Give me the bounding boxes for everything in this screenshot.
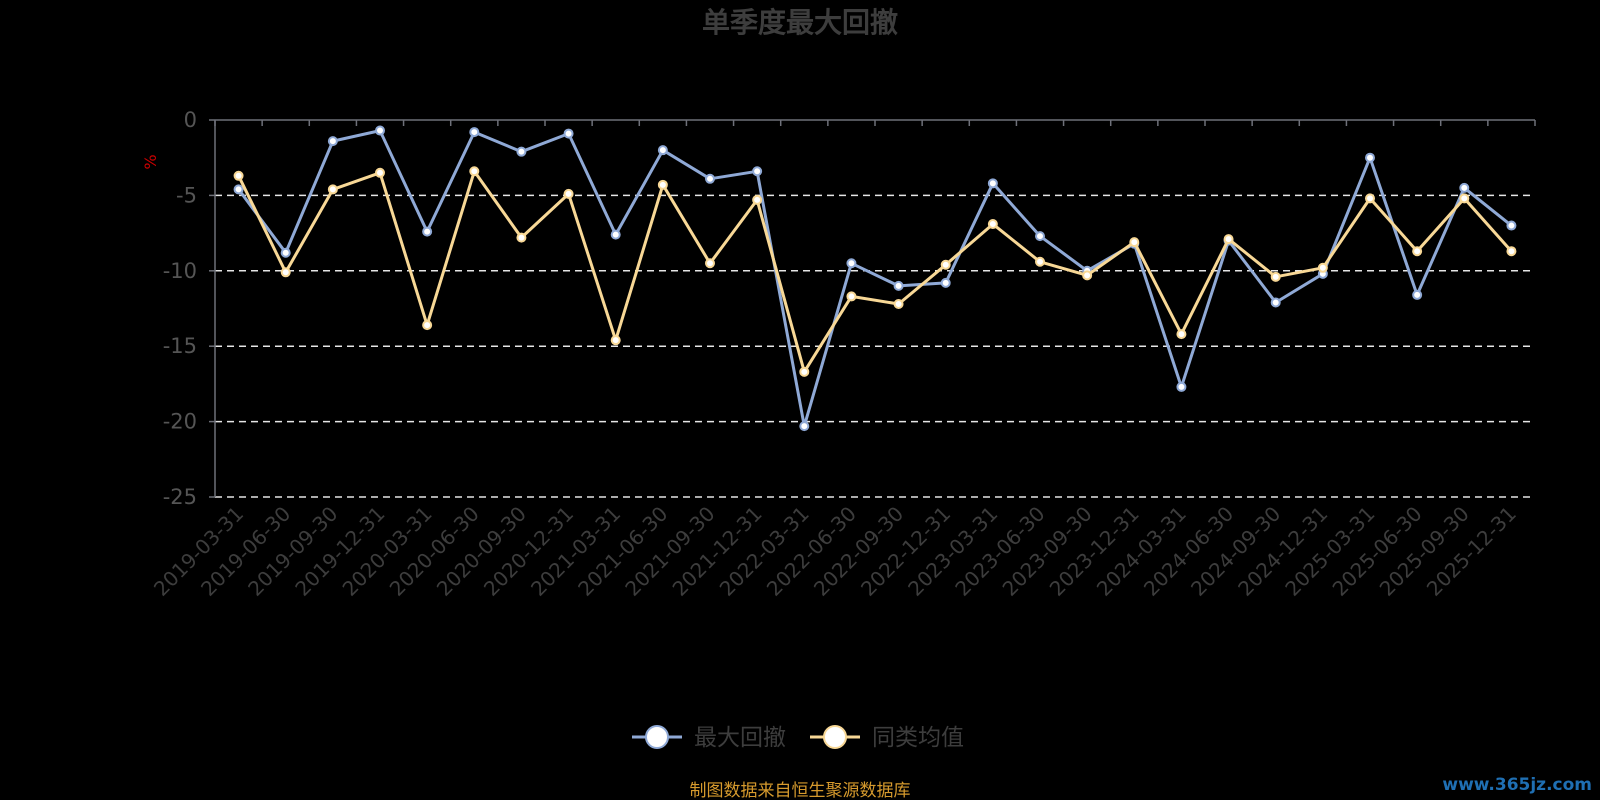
data-point[interactable] — [1506, 246, 1517, 257]
data-point[interactable] — [987, 178, 998, 189]
legend-label: 最大回撤 — [694, 725, 786, 751]
data-point[interactable] — [1365, 152, 1375, 163]
data-point[interactable] — [1412, 246, 1423, 257]
watermark: www.365jz.com — [1442, 775, 1592, 795]
y-tick-label: -20 — [163, 410, 197, 434]
y-tick-label: -15 — [163, 334, 197, 358]
legend[interactable]: 最大回撤 同类均值 — [632, 725, 964, 751]
series-1 — [233, 125, 1517, 432]
data-point[interactable] — [469, 127, 480, 138]
data-point[interactable] — [233, 184, 244, 195]
grid-lines — [215, 194, 1535, 498]
data-point[interactable] — [1176, 329, 1187, 340]
y-axis-unit-label: % — [141, 154, 160, 169]
y-tick-label: -5 — [176, 183, 197, 207]
x-tick-labels: 2019-03-312019-06-302019-09-302019-12-31… — [149, 502, 1521, 601]
data-point[interactable] — [1412, 289, 1423, 300]
data-point[interactable] — [799, 421, 810, 432]
data-point[interactable] — [799, 366, 810, 377]
data-point[interactable] — [893, 298, 904, 309]
data-point[interactable] — [610, 335, 621, 346]
data-point[interactable] — [563, 188, 574, 199]
data-point[interactable] — [1506, 220, 1517, 231]
data-point[interactable] — [1459, 193, 1470, 204]
data-point[interactable] — [375, 167, 385, 178]
data-point[interactable] — [657, 145, 668, 156]
data-point[interactable] — [657, 179, 668, 190]
data-point[interactable] — [233, 170, 244, 181]
data-point[interactable] — [280, 267, 291, 278]
y-tick-label: 0 — [184, 108, 197, 132]
data-point[interactable] — [1176, 381, 1187, 392]
legend-item[interactable]: 最大回撤 — [632, 725, 786, 751]
data-point[interactable] — [846, 258, 857, 269]
data-point[interactable] — [1270, 297, 1281, 308]
data-point[interactable] — [469, 166, 480, 177]
data-point[interactable] — [516, 146, 527, 157]
data-point[interactable] — [1082, 270, 1093, 281]
data-point[interactable] — [1270, 271, 1281, 282]
data-point[interactable] — [987, 219, 998, 230]
data-point[interactable] — [893, 280, 904, 291]
axes — [209, 119, 1536, 498]
data-point[interactable] — [846, 291, 857, 302]
data-point[interactable] — [422, 226, 433, 237]
data-point[interactable] — [610, 229, 621, 240]
data-point[interactable] — [1035, 231, 1045, 242]
data-point[interactable] — [1459, 182, 1470, 193]
data-point[interactable] — [327, 184, 338, 195]
data-point[interactable] — [375, 125, 385, 136]
data-point[interactable] — [752, 166, 763, 177]
y-tick-labels: 0 -5 -10 -15 -20 -25 — [163, 108, 197, 509]
source-note: 制图数据来自恒生聚源数据库 — [690, 781, 911, 800]
series-line — [237, 129, 1513, 428]
data-point[interactable] — [752, 194, 763, 205]
data-point[interactable] — [516, 232, 527, 243]
data-point[interactable] — [705, 173, 715, 184]
legend-item[interactable]: 同类均值 — [810, 725, 964, 751]
data-point[interactable] — [940, 277, 951, 288]
data-point[interactable] — [705, 258, 715, 269]
data-point[interactable] — [1365, 193, 1375, 204]
series-line — [237, 169, 1513, 374]
data-point[interactable] — [1035, 256, 1045, 267]
y-tick-label: -25 — [163, 485, 197, 509]
series-group — [233, 125, 1517, 432]
legend-marker-icon — [645, 725, 669, 749]
series-2 — [233, 166, 1517, 377]
data-point[interactable] — [563, 128, 574, 139]
legend-marker-icon — [823, 725, 847, 749]
data-point[interactable] — [327, 136, 338, 147]
chart-title: 单季度最大回撤 — [702, 6, 898, 39]
legend-label: 同类均值 — [872, 725, 964, 751]
y-tick-label: -10 — [163, 259, 197, 283]
data-point[interactable] — [1223, 234, 1234, 245]
data-point[interactable] — [280, 247, 291, 258]
data-point[interactable] — [422, 320, 433, 331]
data-point[interactable] — [1317, 262, 1328, 273]
data-point[interactable] — [1129, 237, 1140, 248]
data-point[interactable] — [940, 259, 951, 270]
